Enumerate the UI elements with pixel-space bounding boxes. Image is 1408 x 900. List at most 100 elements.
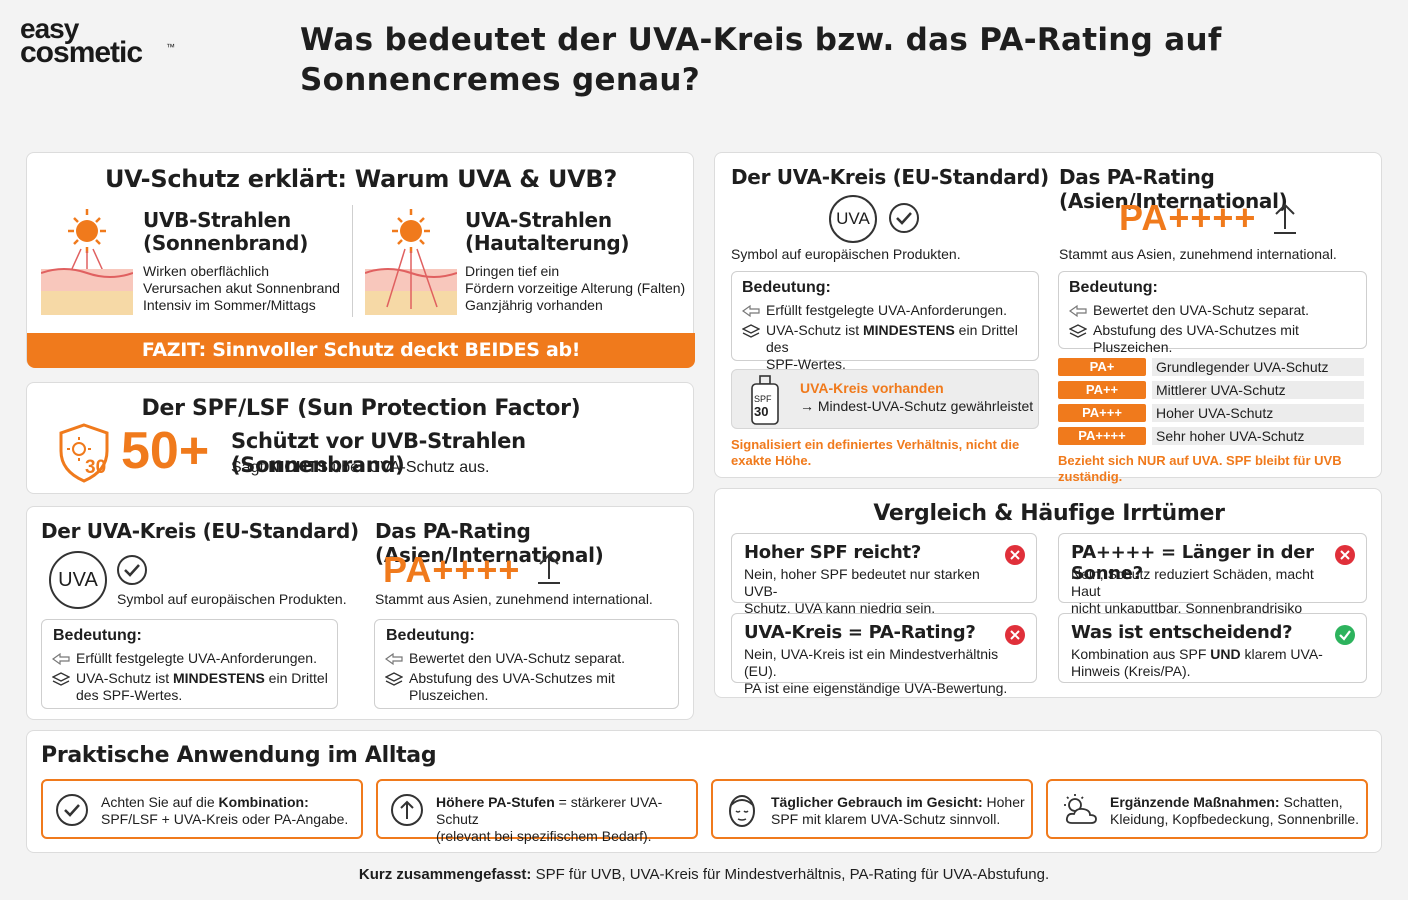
check-circle-icon: [889, 203, 919, 233]
eu-left-item1: Erfüllt festgelegte UVA-Anforderungen.: [52, 650, 317, 667]
tip-text-post: Hoher: [982, 794, 1025, 810]
practice-card: Praktische Anwendung im Alltag Achten Si…: [26, 730, 1382, 853]
uvb-fact-3: Intensiv im Sommer/Mittags: [143, 297, 316, 313]
layers-icon: [52, 672, 70, 686]
tip-text-pre: Achten Sie auf die: [101, 794, 219, 810]
uvb-fact-1: Wirken oberflächlich: [143, 263, 270, 279]
sun-cloud-icon: [1064, 794, 1097, 824]
uva-present-box: SPF 30 UVA-Kreis vorhanden → Mindest-UVA…: [731, 369, 1039, 429]
page-title-line1: Was bedeutet der UVA-Kreis bzw. das PA-R…: [300, 22, 1222, 58]
bottle-spf-label: SPF: [754, 394, 772, 404]
uvb-facts: Wirken oberflächlich Verursachen akut So…: [143, 263, 340, 314]
uva-circle-label: UVA: [836, 209, 870, 228]
arrow-icon: [52, 652, 70, 666]
pa-right-big: PA++++: [1119, 197, 1257, 238]
eu-left-item2-bold: MINDESTENS: [173, 670, 265, 686]
eu-right-meaning-title: Bedeutung:: [742, 279, 831, 296]
eu-right-note: Signalisiert ein definiertes Verhältnis,…: [731, 437, 1019, 469]
arrow-icon: [385, 652, 403, 666]
pa-level-desc: Mittlerer UVA-Schutz: [1152, 381, 1364, 399]
arrow-icon: [742, 304, 760, 318]
brand-line2: cosmetic: [20, 36, 143, 69]
uv-explained-card: UV-Schutz erklärt: Warum UVA & UVB? UVB-…: [26, 152, 695, 368]
eu-right-caption: Symbol auf europäischen Produkten.: [731, 246, 961, 262]
bottle-spf-number: 30: [754, 404, 769, 419]
myth-question: Hoher SPF reicht?: [744, 542, 922, 563]
layers-icon: [1069, 324, 1087, 338]
page-title-line2: Sonnencremes genau?: [300, 62, 701, 98]
uva-skin-icon: [365, 209, 457, 315]
pa-level-label: PA+: [1058, 358, 1146, 376]
eu-right-item2-pre: UVA-Schutz ist: [766, 322, 863, 338]
myth-answer-line2: Hinweis (Kreis/PA).: [1071, 663, 1191, 679]
uva-circle-label: UVA: [58, 569, 98, 591]
spf-card-title: Der SPF/LSF (Sun Protection Factor): [141, 396, 581, 421]
eu-right-item2: UVA-Schutz ist MINDESTENS ein Drittel de…: [742, 322, 1038, 373]
spf-line2-post: über UVA-Schutz aus.: [327, 459, 490, 476]
eu-left-title: Der UVA-Kreis (EU-Standard): [41, 519, 359, 543]
footer-summary: Kurz zusammengefasst: SPF für UVB, UVA-K…: [0, 866, 1408, 883]
tip-text-bold: Ergänzende Maßnahmen:: [1110, 794, 1280, 810]
tip-pa-levels: Höhere PA-Stufen = stärkerer UVA-Schutz(…: [376, 779, 698, 844]
myth-question: PA++++ = Länger in der Sonne?: [1071, 542, 1314, 584]
uvb-fact-2: Verursachen akut Sonnenbrand: [143, 280, 340, 296]
myth-answer-line1: Nein, UVA-Kreis ist ein Mindestverhältni…: [744, 646, 999, 679]
uvb-skin-icon: [41, 209, 133, 315]
pa-right-item1: Bewertet den UVA-Schutz separat.: [1069, 302, 1309, 319]
eu-left-item2-post: ein Drittel: [264, 670, 328, 686]
pa-left-item1: Bewertet den UVA-Schutz separat.: [385, 650, 625, 667]
pa-left-caption: Stammt aus Asien, zunehmend internationa…: [375, 591, 653, 607]
pa-right-caption: Stammt aus Asien, zunehmend internationa…: [1059, 246, 1337, 262]
tip-combination: Achten Sie auf die Kombination: SPF/LSF +…: [41, 779, 363, 839]
uva-present-text: → Mindest-UVA-Schutz gewährleistet: [800, 398, 1034, 414]
eu-right-meaning-box: Bedeutung: Erfüllt festgelegte UVA-Anfor…: [731, 271, 1039, 372]
myth-answer-line2: Schutz. UVA kann niedrig sein.: [744, 600, 936, 616]
spf-card: Der SPF/LSF (Sun Protection Factor) 30 5…: [26, 382, 694, 494]
spf-line2-pre: Sagt: [231, 459, 269, 476]
brand-line1: easy: [20, 13, 79, 44]
eu-left-meaning-title: Bedeutung:: [53, 627, 142, 644]
myth-answer-bold: UND: [1210, 646, 1241, 662]
check-circle-icon: [117, 555, 147, 585]
shield-sun-icon: [59, 423, 109, 483]
pa-level-label: PA++: [1058, 381, 1146, 399]
pa-level-row: PA+ Grundlegender UVA-Schutz: [1058, 358, 1368, 376]
pa-right-item1-text: Bewertet den UVA-Schutz separat.: [1093, 302, 1310, 318]
pa-left-big: PA++++: [383, 549, 521, 590]
uvb-title: UVB-Strahlen (Sonnenbrand): [143, 209, 308, 255]
face-icon: [729, 795, 755, 827]
brand-logo: easy cosmetic ™: [20, 13, 180, 72]
layers-icon: [742, 324, 760, 338]
uvb-title-line2: (Sonnenbrand): [143, 231, 309, 255]
error-x-icon: [1005, 545, 1025, 565]
practice-title: Praktische Anwendung im Alltag: [41, 743, 437, 768]
footer-text: SPF für UVB, UVA-Kreis für Mindestverhäl…: [531, 866, 1050, 883]
check-circle-icon: [56, 794, 88, 826]
tip-text-post: Schatten,: [1279, 794, 1343, 810]
tip-extra-measures: Ergänzende Maßnahmen: Schatten, Kleidung,…: [1046, 779, 1368, 839]
uva-present-title: UVA-Kreis vorhanden: [800, 380, 944, 396]
pa-right-meaning-box: Bedeutung: Bewertet den UVA-Schutz separ…: [1058, 271, 1367, 355]
brand-tm: ™: [166, 42, 175, 52]
tip-text-line2: Kleidung, Kopfbedeckung, Sonnenbrille.: [1110, 811, 1360, 827]
tip-daily-face: Täglicher Gebrauch im Gesicht: Hoher SPF …: [711, 779, 1033, 839]
page-title: Was bedeutet der UVA-Kreis bzw. das PA-R…: [300, 20, 1222, 100]
pa-left-meaning-box: Bedeutung: Bewertet den UVA-Schutz separ…: [374, 619, 679, 709]
pa-left-title: Das PA-Rating (Asien/International): [375, 519, 604, 567]
myth-answer-line2: PA ist eine eigenständige UVA-Bewertung.: [744, 680, 1008, 696]
eu-left-item2: UVA-Schutz ist MINDESTENS ein Drittel des…: [52, 670, 328, 704]
pa-level-desc: Hoher UVA-Schutz: [1152, 404, 1364, 422]
eu-right-item1-text: Erfüllt festgelegte UVA-Anforderungen.: [766, 302, 1007, 318]
error-x-icon: [1005, 625, 1025, 645]
uvb-title-line1: UVB-Strahlen: [143, 208, 291, 232]
pa-left-item2: Abstufung des UVA-Schutzes mit Pluszeiche…: [385, 670, 615, 704]
myth-answer-pre: Kombination aus SPF: [1071, 646, 1211, 662]
uva-fact-1: Dringen tief ein: [465, 263, 560, 279]
uva-title-line2: (Hautalterung): [465, 231, 630, 255]
eu-right-item2-post: ein Drittel des: [766, 322, 1018, 355]
error-x-icon: [1335, 545, 1355, 565]
pa-level-label: PA++++: [1058, 427, 1146, 445]
eu-right-item1: Erfüllt festgelegte UVA-Anforderungen.: [742, 302, 1007, 319]
layers-icon: [385, 672, 403, 686]
myths-card: Vergleich & Häufige Irrtümer Hoher SPF r…: [714, 488, 1382, 698]
